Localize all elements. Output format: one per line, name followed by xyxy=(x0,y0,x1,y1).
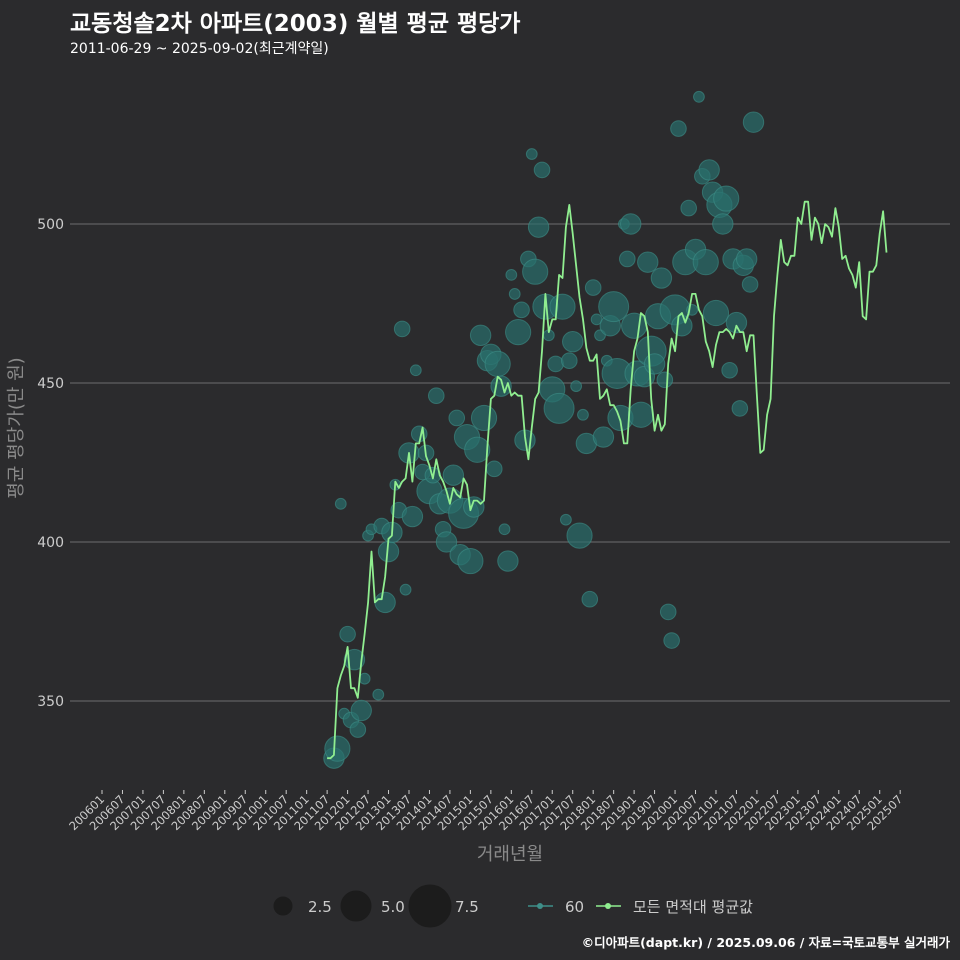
data-bubble xyxy=(561,352,578,370)
source-credit: ©디아파트(dapt.kr) / 2025.09.06 / 자료=국토교통부 실… xyxy=(581,935,950,950)
data-bubble xyxy=(637,251,659,273)
data-bubble xyxy=(448,409,466,427)
line-layer xyxy=(327,200,888,760)
x-axis: 2006012006072007012007072008012008072009… xyxy=(66,790,905,833)
legend-size-label: 2.5 xyxy=(308,898,332,916)
data-bubble xyxy=(627,401,655,428)
data-bubble xyxy=(393,320,411,338)
y-tick-label: 450 xyxy=(37,376,64,392)
grid-layer xyxy=(70,223,950,702)
data-bubble xyxy=(498,523,511,536)
data-bubble xyxy=(570,380,583,393)
legend-average-label: 모든 면적대 평균값 xyxy=(633,898,753,916)
data-bubble xyxy=(334,497,347,510)
data-bubble xyxy=(581,590,599,608)
data-bubble xyxy=(339,625,356,643)
data-bubble xyxy=(698,159,720,181)
data-bubble xyxy=(505,319,532,346)
data-bubble xyxy=(549,293,576,320)
data-bubble xyxy=(742,111,765,133)
data-bubble xyxy=(543,392,575,424)
data-bubble xyxy=(670,120,687,137)
data-bubble xyxy=(566,522,593,549)
y-axis: 350 400 450 500 xyxy=(37,217,64,710)
data-bubble xyxy=(671,315,693,337)
data-bubble xyxy=(618,250,636,268)
data-bubble xyxy=(680,199,697,217)
data-bubble xyxy=(731,400,749,417)
data-bubble xyxy=(457,547,484,575)
data-bubble xyxy=(401,505,424,528)
data-bubble xyxy=(721,361,738,379)
y-axis-title: 평균 평당가(만 원) xyxy=(6,357,27,498)
legend-series-60-label: 60 xyxy=(565,898,584,916)
data-bubble xyxy=(435,531,458,553)
data-bubble xyxy=(399,583,412,596)
data-bubble xyxy=(470,404,498,432)
data-bubble xyxy=(525,148,538,160)
data-bubble xyxy=(349,721,367,738)
data-bubble xyxy=(350,699,372,722)
data-bubble xyxy=(427,387,445,405)
data-bubble xyxy=(650,267,673,289)
data-bubble xyxy=(562,330,584,353)
data-bubble xyxy=(712,213,734,235)
data-bubble xyxy=(469,324,492,346)
data-bubble xyxy=(533,161,551,179)
y-tick-label: 350 xyxy=(37,694,64,710)
data-bubble xyxy=(693,90,705,103)
data-bubble xyxy=(513,301,530,319)
data-bubble xyxy=(485,460,503,478)
legend-size-label: 7.5 xyxy=(455,898,479,916)
legend-size-swatch xyxy=(273,896,293,916)
legend-size-label: 5.0 xyxy=(381,898,405,916)
bubble-layer xyxy=(323,90,765,769)
x-axis-title: 거래년월 xyxy=(477,844,543,865)
average-price-line xyxy=(327,200,888,760)
data-bubble xyxy=(374,591,396,614)
data-bubble xyxy=(659,603,677,621)
chart-subtitle: 2011-06-29 ~ 2025-09-02(최근계약일) xyxy=(70,41,329,57)
data-bubble xyxy=(508,288,521,300)
data-bubble xyxy=(735,248,758,270)
data-bubble xyxy=(663,632,680,649)
legend: 2.5 5.0 7.5 60 모든 면적대 평균값 xyxy=(273,884,753,928)
data-bubble xyxy=(324,735,351,762)
legend-size-swatch xyxy=(408,884,452,928)
data-bubble xyxy=(547,355,564,373)
legend-series-60-dot xyxy=(537,903,543,909)
data-bubble xyxy=(484,350,511,378)
data-bubble xyxy=(692,249,719,276)
data-bubble xyxy=(442,464,465,486)
data-bubble xyxy=(497,550,519,572)
data-bubble xyxy=(505,268,518,281)
y-tick-label: 500 xyxy=(37,217,64,233)
data-bubble xyxy=(620,213,642,235)
legend-average-dot xyxy=(605,903,611,909)
data-bubble xyxy=(559,513,572,526)
data-bubble xyxy=(725,311,748,334)
y-tick-label: 400 xyxy=(37,535,64,551)
data-bubble xyxy=(522,258,549,285)
data-bubble xyxy=(598,291,630,323)
data-bubble xyxy=(584,279,602,296)
data-bubble xyxy=(713,185,740,212)
data-bubble xyxy=(702,299,730,327)
data-bubble xyxy=(741,276,759,293)
data-bubble xyxy=(577,408,589,421)
data-bubble xyxy=(372,688,385,701)
data-bubble xyxy=(592,426,615,448)
data-bubble xyxy=(656,371,674,389)
data-bubble xyxy=(527,216,550,238)
chart-title: 교동청솔2차 아파트(2003) 월별 평균 평당가 xyxy=(70,11,521,37)
data-bubble xyxy=(621,312,648,339)
data-bubble xyxy=(409,364,422,377)
legend-size-swatch xyxy=(340,890,372,922)
data-bubble xyxy=(464,436,491,463)
data-bubble xyxy=(643,353,666,375)
